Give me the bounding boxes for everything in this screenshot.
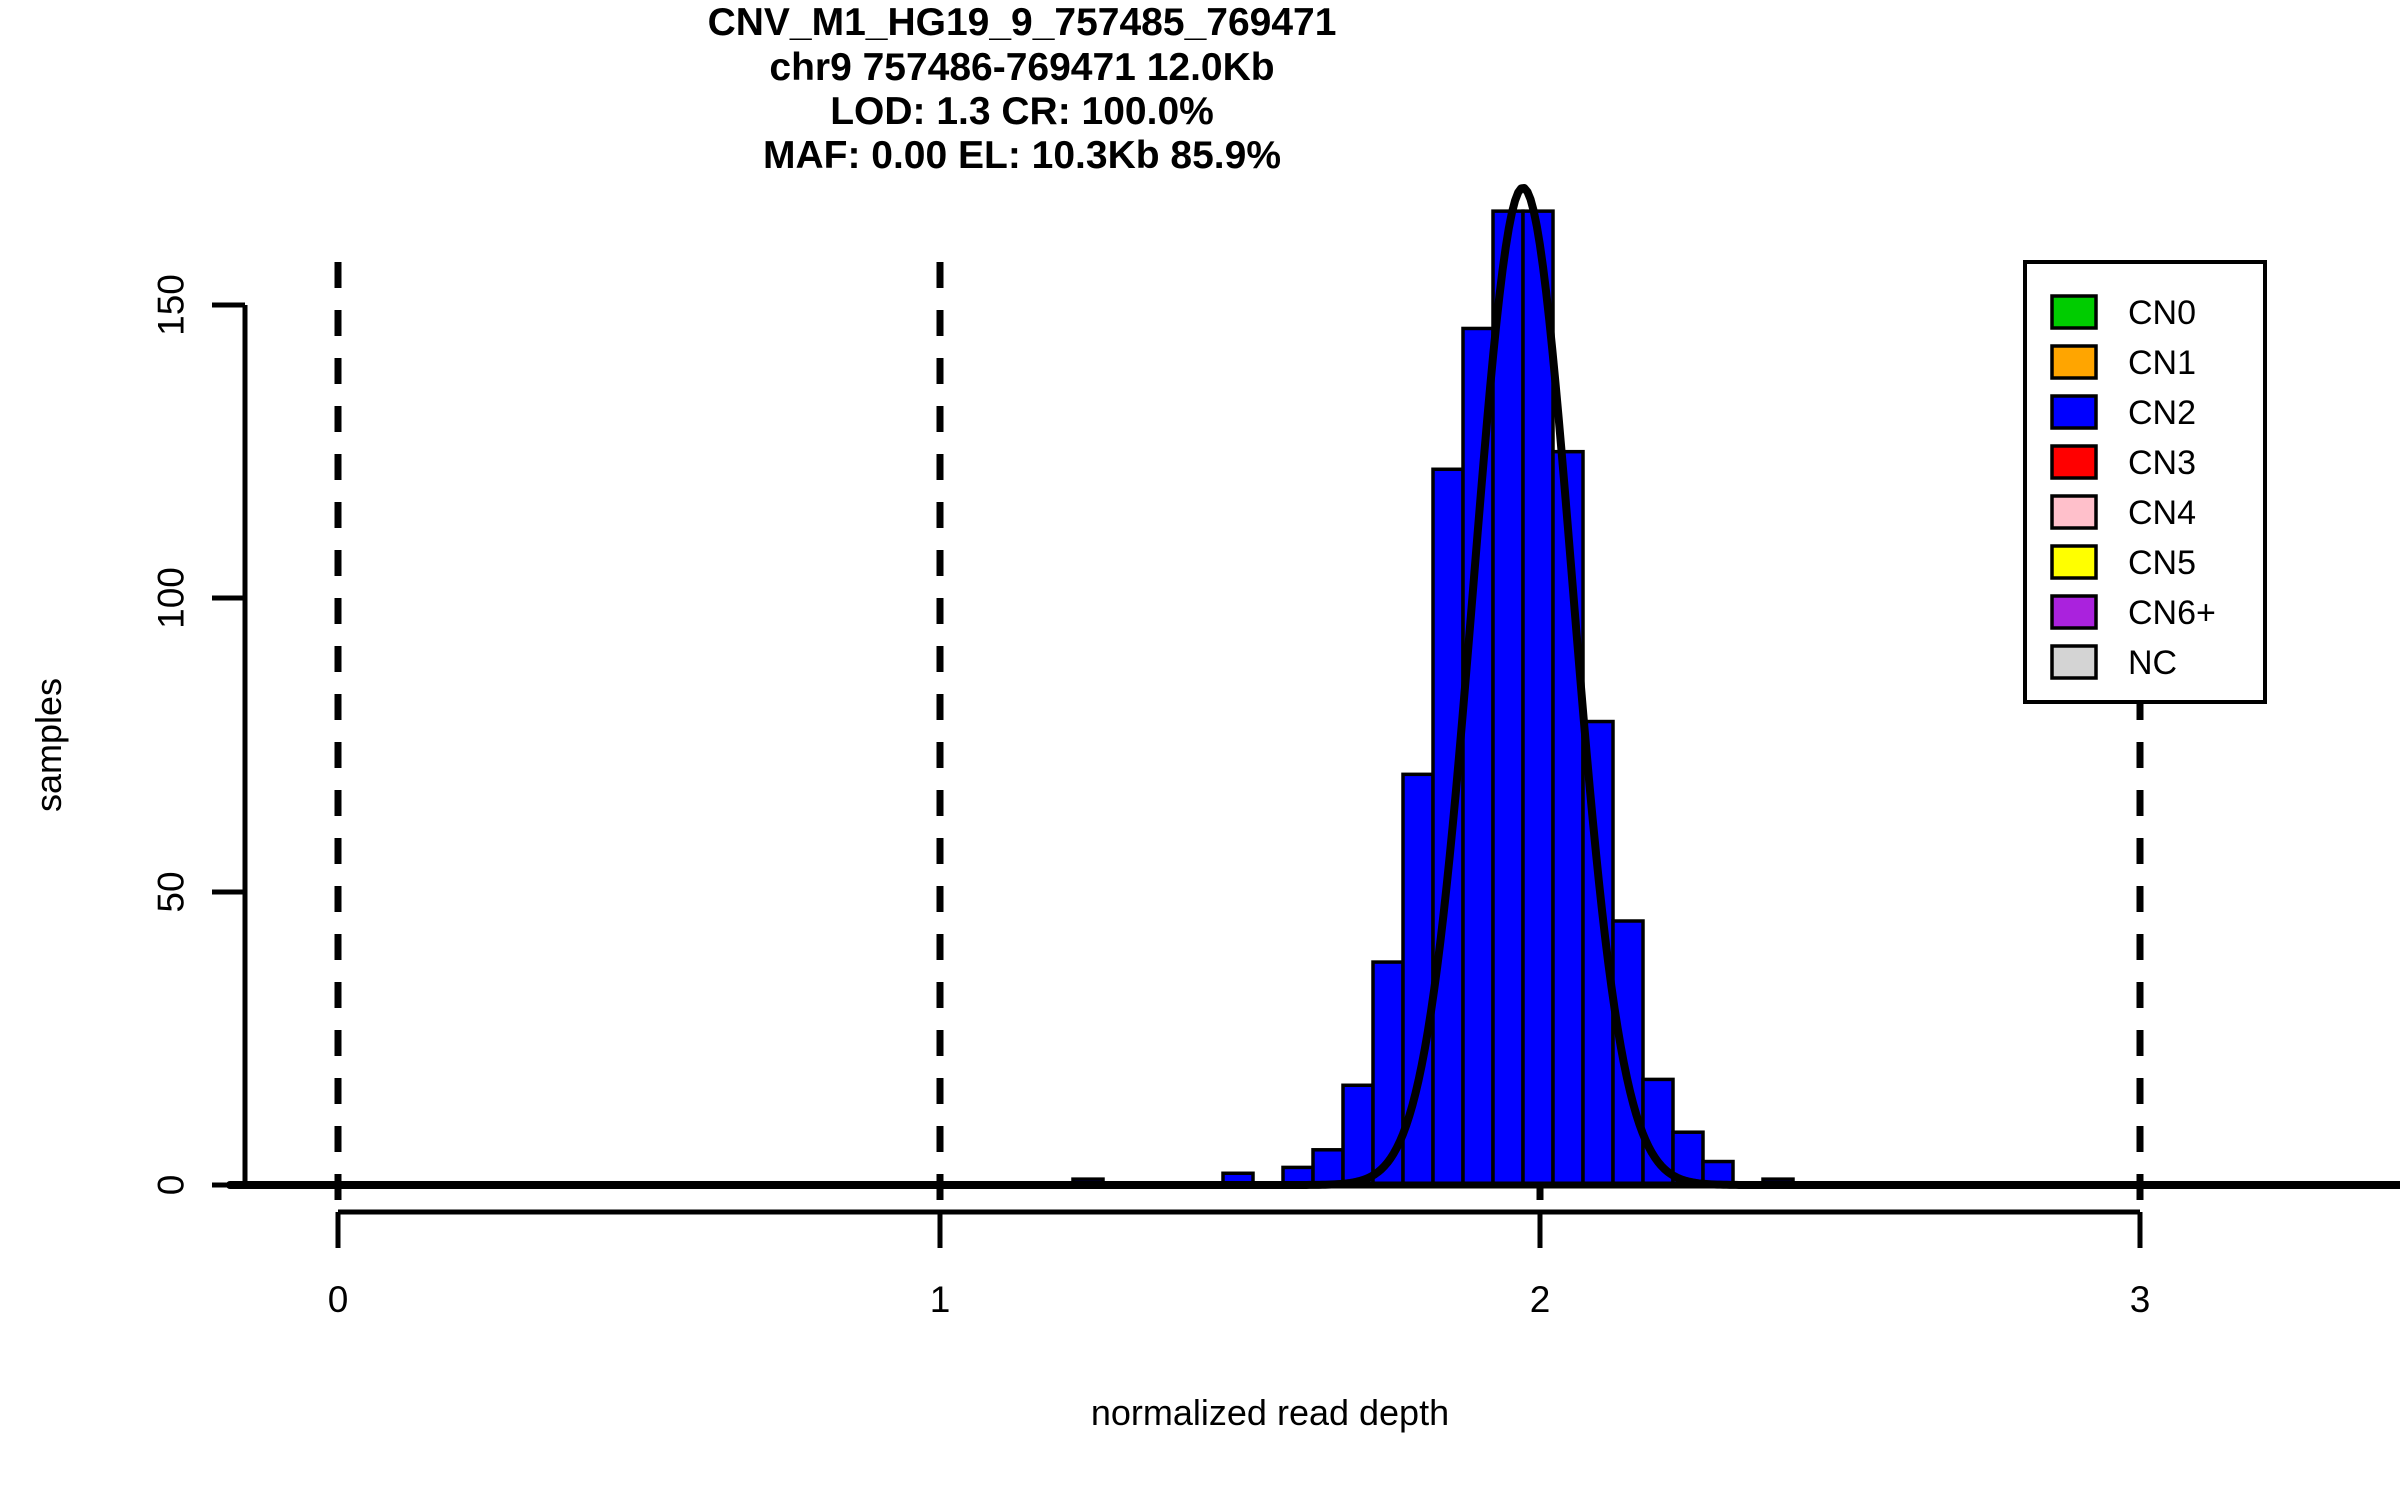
histogram-bars [1071, 209, 1795, 1187]
legend-swatch-cn1 [2050, 344, 2098, 380]
title-line-2: chr9 757486-769471 12.0Kb [769, 46, 1274, 89]
y-tick-label-0: 0 [150, 1175, 191, 1196]
histogram-bar [1461, 326, 1495, 1187]
legend-label-nc: NC [2128, 644, 2177, 682]
reference-lines-group [334, 262, 2144, 1212]
legend-label-cn3: CN3 [2128, 444, 2196, 482]
title-line-3: LOD: 1.3 CR: 100.0% [830, 90, 1214, 133]
legend-label-cn2: CN2 [2128, 394, 2196, 432]
legend[interactable]: CN0 CN1 CN2 CN3 CN4 CN5 CN6+ NC [2023, 260, 2267, 704]
x-axis-title: normalized read depth [1091, 1392, 1449, 1433]
legend-label-cn0: CN0 [2128, 294, 2196, 332]
title-line-1: CNV_M1_HG19_9_757485_769471 [708, 1, 1337, 44]
legend-swatch-cn4 [2050, 494, 2098, 530]
title-line-4: MAF: 0.00 EL: 10.3Kb 85.9% [763, 134, 1281, 177]
histogram-bar [1491, 209, 1525, 1187]
density-curve [226, 184, 2400, 1189]
histogram-bar [1521, 209, 1555, 1187]
x-tick-label-3: 3 [2130, 1279, 2151, 1320]
legend-swatch-cn2 [2050, 394, 2098, 430]
histogram-bar [1311, 1148, 1345, 1187]
legend-swatch-cn5 [2050, 544, 2098, 580]
legend-label-cn1: CN1 [2128, 344, 2196, 382]
x-axis: 0 1 2 3 normalized read depth [328, 1209, 2151, 1433]
x-tick-label-2: 2 [1530, 1279, 1551, 1320]
legend-swatch-cn0 [2050, 294, 2098, 330]
histogram-bar [1611, 919, 1645, 1187]
x-tick-label-0: 0 [328, 1279, 349, 1320]
plot-title-block: CNV_M1_HG19_9_757485_769471 chr9 757486-… [708, 1, 1337, 177]
y-tick-label-50: 50 [150, 871, 191, 912]
legend-items-group: CN0 CN1 CN2 CN3 CN4 CN5 CN6+ NC [2050, 294, 2216, 682]
y-tick-label-150: 150 [150, 274, 191, 336]
histogram-bar [1431, 467, 1465, 1187]
histogram-bar [1341, 1083, 1375, 1187]
legend-label-cn4: CN4 [2128, 494, 2196, 532]
legend-swatch-cn6plus [2050, 594, 2098, 630]
legend-label-cn6plus: CN6+ [2128, 594, 2216, 632]
x-tick-label-1: 1 [930, 1279, 951, 1320]
legend-label-cn5: CN5 [2128, 544, 2196, 582]
y-axis: 150 100 50 0 samples [28, 274, 248, 1196]
legend-swatch-cn3 [2050, 444, 2098, 480]
y-axis-title: samples [28, 678, 69, 812]
y-tick-label-100: 100 [150, 567, 191, 629]
legend-swatch-nc [2050, 644, 2098, 680]
